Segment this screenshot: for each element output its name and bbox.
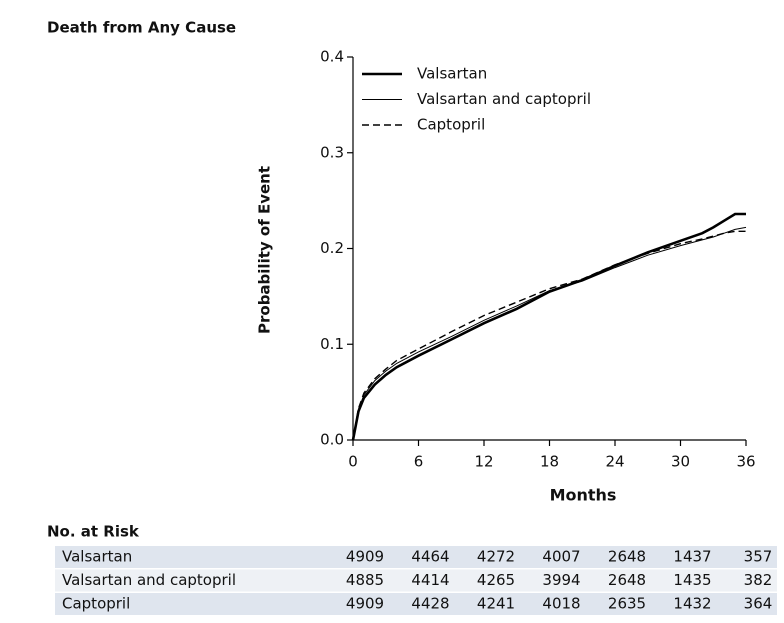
risk-value: 2635 — [608, 595, 646, 613]
risk-value: 1435 — [673, 571, 711, 589]
y-tick-label: 0.4 — [320, 48, 344, 66]
series-line — [351, 212, 746, 441]
x-tick-label: 24 — [605, 453, 624, 471]
risk-value: 4007 — [542, 548, 580, 566]
risk-value: 4272 — [477, 548, 515, 566]
legend-label: Valsartan and captopril — [417, 90, 591, 108]
risk-value: 4428 — [411, 595, 449, 613]
risk-value: 1437 — [673, 548, 711, 566]
risk-value: 4909 — [346, 595, 384, 613]
risk-table-title: No. at Risk — [47, 523, 140, 541]
risk-row-band — [55, 546, 777, 568]
chart-title: Death from Any Cause — [47, 19, 236, 37]
risk-row-name: Valsartan — [62, 548, 132, 566]
risk-value: 4885 — [346, 571, 384, 589]
risk-row-band — [55, 593, 777, 615]
risk-value: 364 — [744, 595, 773, 613]
risk-row-name: Captopril — [62, 595, 130, 613]
risk-value: 3994 — [542, 571, 580, 589]
x-tick-label: 18 — [540, 453, 559, 471]
x-axis-label: Months — [550, 486, 617, 505]
risk-value: 4909 — [346, 548, 384, 566]
y-tick-label: 0.2 — [320, 239, 344, 257]
legend-label: Valsartan — [417, 65, 487, 83]
series-line — [352, 230, 746, 441]
x-tick-label: 36 — [736, 453, 755, 471]
risk-value: 2648 — [608, 548, 646, 566]
x-tick-label: 12 — [474, 453, 493, 471]
risk-value: 382 — [744, 571, 773, 589]
risk-row-band — [55, 569, 777, 592]
risk-value: 1432 — [673, 595, 711, 613]
risk-value: 2648 — [608, 571, 646, 589]
x-tick-label: 6 — [414, 453, 424, 471]
risk-value: 4464 — [411, 548, 449, 566]
risk-value: 4241 — [477, 595, 515, 613]
y-tick-label: 0.0 — [320, 431, 344, 449]
risk-value: 4414 — [411, 571, 449, 589]
risk-value: 357 — [744, 548, 773, 566]
risk-value: 4018 — [542, 595, 580, 613]
legend-label: Captopril — [417, 116, 485, 134]
y-axis-label: Probability of Event — [256, 166, 274, 334]
y-tick-label: 0.1 — [320, 335, 344, 353]
x-tick-label: 0 — [348, 453, 358, 471]
series-line — [352, 226, 747, 441]
risk-row-name: Valsartan and captopril — [62, 571, 236, 589]
y-tick-label: 0.3 — [320, 143, 344, 161]
risk-value: 4265 — [477, 571, 515, 589]
x-tick-label: 30 — [671, 453, 690, 471]
